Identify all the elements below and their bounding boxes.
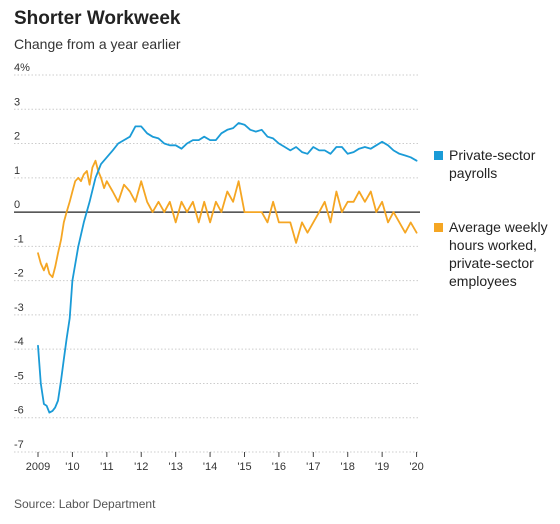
y-tick-label: 4% <box>14 62 30 74</box>
x-tick-label: '19 <box>375 461 389 473</box>
legend-label-hours: private-sector <box>449 255 534 271</box>
y-tick-label: -2 <box>14 268 24 280</box>
legend-swatch-hours <box>434 223 443 232</box>
x-tick-label: '18 <box>341 461 355 473</box>
y-tick-label: -7 <box>14 439 24 451</box>
y-tick-label: -3 <box>14 302 24 314</box>
y-tick-label: 1 <box>14 165 20 177</box>
source-note: Source: Labor Department <box>14 497 156 511</box>
y-tick-label: 2 <box>14 131 20 143</box>
legend-label-hours: employees <box>449 273 517 289</box>
y-tick-label: 3 <box>14 96 20 108</box>
legend-label-payrolls: payrolls <box>449 165 497 181</box>
x-tick-label: '12 <box>134 461 148 473</box>
x-tick-label: '16 <box>272 461 286 473</box>
y-tick-label: -5 <box>14 370 24 382</box>
y-tick-label: 0 <box>14 199 20 211</box>
x-tick-label: 2009 <box>26 461 50 473</box>
y-tick-label: -6 <box>14 405 24 417</box>
chart-subtitle: Change from a year earlier <box>14 36 181 52</box>
x-tick-label: '10 <box>65 461 79 473</box>
x-tick-label: '13 <box>168 461 182 473</box>
hours-series-line <box>37 159 418 279</box>
x-tick-label: '17 <box>306 461 320 473</box>
x-tick-label: '15 <box>237 461 251 473</box>
legend-label-payrolls: Private-sector <box>449 147 536 163</box>
x-tick-label: '11 <box>100 461 114 473</box>
payrolls-series-line <box>37 122 418 414</box>
y-tick-label: -4 <box>14 336 24 348</box>
x-tick-label: '14 <box>203 461 217 473</box>
legend-label-hours: Average weekly <box>449 219 548 235</box>
x-tick-label: '20 <box>409 461 423 473</box>
legend-label-hours: hours worked, <box>449 237 537 253</box>
chart-title: Shorter Workweek <box>14 8 181 29</box>
legend-swatch-payrolls <box>434 151 443 160</box>
y-tick-label: -1 <box>14 233 24 245</box>
